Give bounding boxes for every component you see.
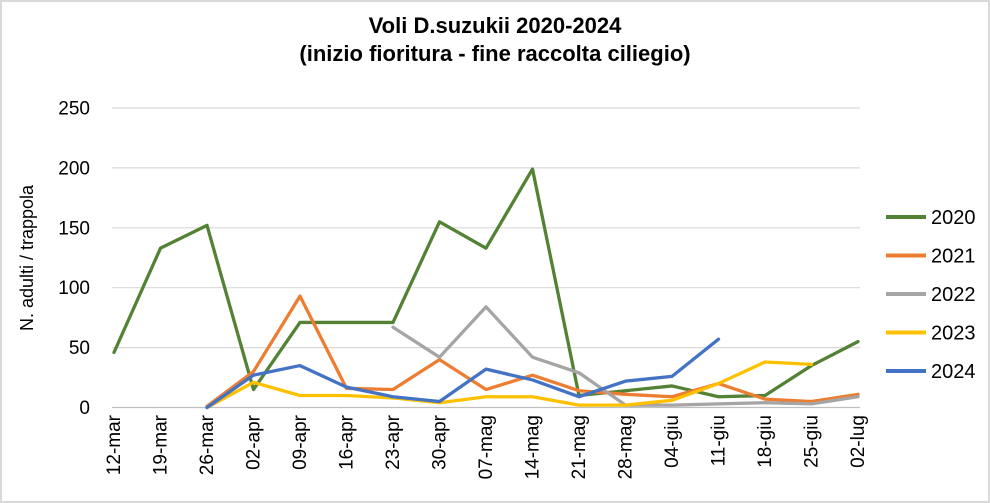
x-tick-label: 18-giu bbox=[755, 415, 776, 468]
x-tick-label: 25-giu bbox=[802, 415, 823, 468]
series-line-2023 bbox=[205, 360, 814, 410]
x-tick-label: 30-apr bbox=[430, 414, 451, 470]
legend-label-2022: 2022 bbox=[931, 284, 976, 306]
y-tick-label: 150 bbox=[58, 218, 90, 239]
y-axis-title: N. adulti / trappola bbox=[17, 184, 37, 331]
y-tick-label: 200 bbox=[58, 158, 90, 179]
y-tick-label: 100 bbox=[58, 278, 90, 299]
chart-title-line1: Voli D.suzukii 2020-2024 bbox=[368, 13, 622, 38]
legend-item-2020: 2020 bbox=[886, 207, 976, 229]
legend-label-2023: 2023 bbox=[931, 323, 976, 345]
x-tick-label: 19-mar bbox=[151, 414, 172, 475]
legend-item-2023: 2023 bbox=[886, 323, 976, 345]
x-tick-label: 02-lug bbox=[848, 415, 869, 468]
chart-title-line2: (inizio fioritura - fine raccolta cilieg… bbox=[299, 41, 691, 66]
legend-label-2024: 2024 bbox=[931, 361, 976, 383]
legend-label-2021: 2021 bbox=[931, 246, 976, 268]
x-tick-label: 09-apr bbox=[290, 414, 311, 470]
legend-item-2021: 2021 bbox=[886, 246, 976, 268]
legend-item-2022: 2022 bbox=[886, 284, 976, 306]
y-tick-label: 50 bbox=[69, 338, 90, 359]
legend-label-2020: 2020 bbox=[931, 207, 976, 229]
x-tick-label: 14-mag bbox=[523, 415, 544, 479]
x-tick-label: 02-apr bbox=[244, 414, 265, 470]
x-tick-label: 07-mag bbox=[476, 415, 497, 479]
x-tick-label: 12-mar bbox=[104, 414, 125, 475]
x-tick-label: 11-giu bbox=[709, 415, 730, 466]
chart-title: Voli D.suzukii 2020-2024 (inizio fioritu… bbox=[2, 12, 988, 68]
x-tick-label: 26-mar bbox=[197, 414, 218, 475]
x-tick-label: 23-apr bbox=[383, 414, 404, 470]
x-tick-label: 28-mag bbox=[616, 415, 637, 479]
y-tick-label: 250 bbox=[58, 99, 90, 120]
y-tick-label: 0 bbox=[79, 398, 90, 419]
legend-item-2024: 2024 bbox=[886, 361, 976, 383]
series-line-2020 bbox=[112, 167, 860, 399]
series-line-2024 bbox=[205, 337, 721, 410]
x-tick-label: 04-giu bbox=[662, 415, 683, 468]
series-line-2021 bbox=[205, 294, 860, 408]
x-tick-label: 16-apr bbox=[337, 414, 358, 470]
x-tick-label: 21-mag bbox=[569, 415, 590, 479]
